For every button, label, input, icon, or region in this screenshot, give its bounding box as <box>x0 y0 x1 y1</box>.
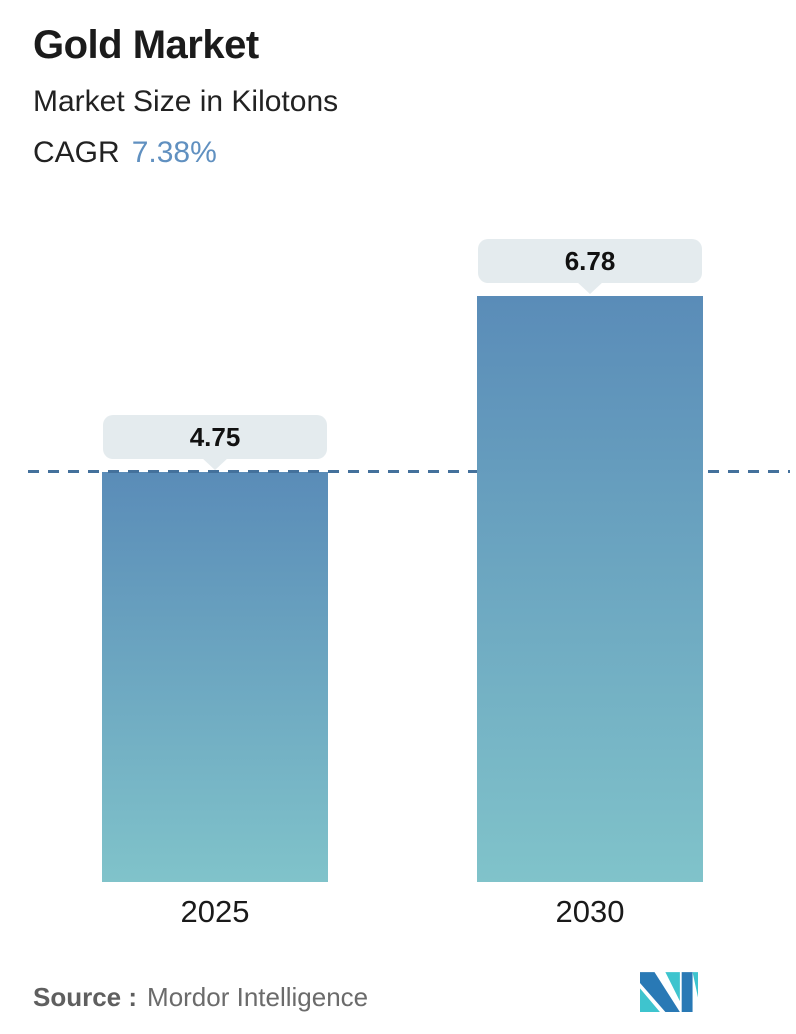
callout-pointer-icon <box>201 456 229 470</box>
source-value: Mordor Intelligence <box>147 982 369 1012</box>
chart-subtitle: Market Size in Kilotons <box>33 85 339 118</box>
source-row: Source : Mordor Intelligence <box>33 980 368 1014</box>
source-label: Source : <box>33 982 138 1012</box>
bar-2025 <box>102 471 328 882</box>
cagr-row: CAGR 7.38% <box>33 134 217 172</box>
cagr-value: 7.38% <box>131 136 217 169</box>
axis-label-2025: 2025 <box>180 894 250 929</box>
cagr-label: CAGR <box>33 136 120 169</box>
reference-dashed-line <box>28 469 790 473</box>
page-title: Gold Market <box>33 23 259 67</box>
mordor-intelligence-logo-icon <box>640 971 698 1013</box>
value-label-2030: 6.78 <box>564 246 616 277</box>
callout-pointer-icon <box>576 281 604 295</box>
bar-2030 <box>477 296 703 882</box>
value-callout-2025: 4.75 <box>103 414 327 470</box>
axis-label-2030: 2030 <box>555 894 625 929</box>
value-label-2025: 4.75 <box>189 421 241 452</box>
value-callout-2030: 6.78 <box>478 239 702 295</box>
